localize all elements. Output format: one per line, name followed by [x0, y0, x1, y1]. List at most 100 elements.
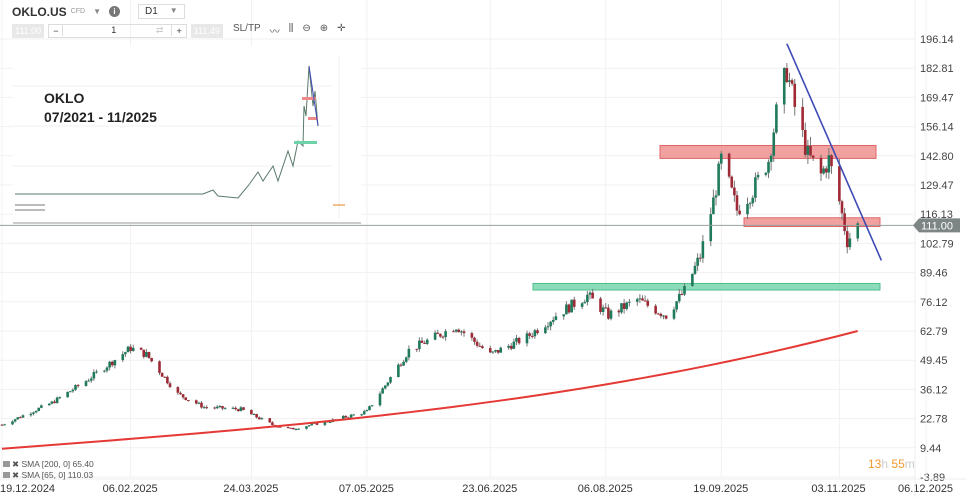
candle-body — [530, 335, 534, 337]
candle-body — [693, 265, 697, 274]
candle-body — [289, 427, 293, 429]
timeframe-select[interactable]: D1 ▼ — [137, 4, 185, 19]
zoom-out-icon[interactable]: ⊖ — [302, 23, 311, 34]
candle-body — [572, 299, 576, 307]
decrease-button[interactable]: − — [53, 25, 59, 36]
info-icon[interactable]: i — [108, 6, 120, 17]
candle-body — [305, 426, 308, 429]
candle-body — [659, 313, 663, 317]
candle-body — [389, 377, 392, 383]
settings-icon[interactable] — [3, 461, 10, 467]
symbol-label[interactable]: OKLO.US — [12, 4, 67, 19]
settings-icon[interactable] — [3, 472, 10, 478]
candle-body — [103, 370, 106, 372]
y-tick-label: 156.14 — [920, 122, 954, 134]
indicator-label: SMA [200, 0] 65.40 — [21, 459, 94, 469]
remove-icon[interactable]: ✖ — [12, 459, 22, 469]
y-tick-label: 76.12 — [920, 297, 948, 309]
candle-body — [32, 412, 35, 414]
candle-body — [234, 407, 237, 410]
order-bar: 111.00 − 1 ⇄ + 111.49 SL/TP 〰 ⫼ ⊖ ⊕ ✛ — [12, 23, 346, 38]
candle-body — [378, 393, 382, 406]
candle-body — [843, 213, 846, 232]
y-tick-label: 129.47 — [920, 180, 954, 192]
candle-body — [601, 307, 605, 312]
candle-body — [549, 321, 552, 327]
quantity-input[interactable]: 1 — [111, 25, 117, 35]
candle-body — [292, 427, 295, 430]
candle-body — [460, 331, 463, 333]
candle-body — [567, 304, 571, 313]
candle-body — [68, 391, 72, 393]
indicator-sma200[interactable]: ✖ SMA [200, 0] 65.40 — [3, 459, 94, 470]
y-tick-label: 142.80 — [920, 151, 954, 163]
symbol-dropdown-icon[interactable]: ▼ — [93, 7, 101, 16]
candle-body — [551, 319, 555, 322]
candle-body — [255, 414, 258, 418]
candle-body — [242, 407, 245, 410]
candle-body — [507, 345, 510, 348]
candle-body — [769, 155, 773, 162]
candle-body — [496, 350, 500, 353]
candle-body — [404, 357, 408, 362]
candle-body — [827, 155, 831, 173]
candle-body — [544, 327, 547, 334]
candle-body — [383, 385, 387, 389]
candle-body — [197, 402, 201, 404]
candle-body — [187, 400, 190, 402]
candle-body — [362, 411, 366, 415]
candles-icon[interactable]: ⫼ — [288, 23, 294, 34]
increase-button[interactable]: + — [176, 25, 182, 36]
buy-button[interactable]: 111.49 — [190, 23, 223, 38]
candle-body — [268, 418, 272, 423]
candle-body — [58, 397, 62, 399]
candle-body — [150, 357, 153, 362]
candle-body — [638, 298, 642, 300]
candle-body — [92, 372, 96, 379]
line-chart-icon[interactable]: 〰 — [269, 27, 280, 38]
candle-body — [554, 316, 558, 320]
inset-title-range: 07/2021 - 11/2025 — [44, 109, 157, 125]
sell-button[interactable]: 111.00 — [12, 23, 45, 38]
candle-body — [11, 421, 14, 425]
remove-icon[interactable]: ✖ — [12, 470, 22, 480]
candle-body — [176, 387, 180, 393]
candle-body — [278, 426, 282, 428]
candle-body — [727, 153, 731, 177]
candle-body — [790, 80, 794, 84]
candle-body — [415, 348, 419, 350]
candle-body — [788, 80, 791, 82]
x-tick-label: 24.03.2025 — [223, 483, 278, 495]
candle-body — [423, 342, 426, 344]
y-tick-label: 182.81 — [920, 63, 954, 75]
candle-body — [641, 298, 644, 301]
candle-body — [200, 402, 203, 408]
candle-body — [131, 347, 135, 351]
candle-body — [803, 129, 807, 155]
candle-body — [696, 257, 699, 266]
candle-body — [236, 409, 240, 412]
candle-body — [231, 407, 235, 409]
candle-body — [436, 332, 440, 334]
candle-body — [323, 421, 327, 425]
quantity-stepper[interactable]: − 1 ⇄ + — [48, 23, 187, 38]
x-tick-label: 06.02.2025 — [103, 483, 158, 495]
zoom-in-icon[interactable]: ⊕ — [319, 23, 329, 34]
swap-icon[interactable]: ⇄ — [155, 25, 164, 35]
y-tick-label: 169.47 — [920, 92, 954, 104]
inset-long-term-chart: OKLO 07/2021 - 11/2025 — [13, 46, 361, 224]
indicator-sma65[interactable]: ✖ SMA [65, 0] 110.03 — [3, 470, 94, 481]
crosshair-icon[interactable]: ✛ — [337, 23, 346, 34]
current-price-label: 111.00 — [921, 220, 953, 232]
candle-body — [250, 409, 253, 415]
candle-body — [349, 414, 353, 418]
candle-body — [512, 341, 516, 349]
candle-body — [635, 299, 639, 302]
candle-body — [525, 333, 529, 344]
sltp-button[interactable]: SL/TP — [232, 23, 261, 34]
candle-body — [126, 346, 130, 353]
candle-body — [147, 351, 151, 358]
candle-body — [402, 361, 405, 366]
candle-body — [840, 201, 844, 214]
